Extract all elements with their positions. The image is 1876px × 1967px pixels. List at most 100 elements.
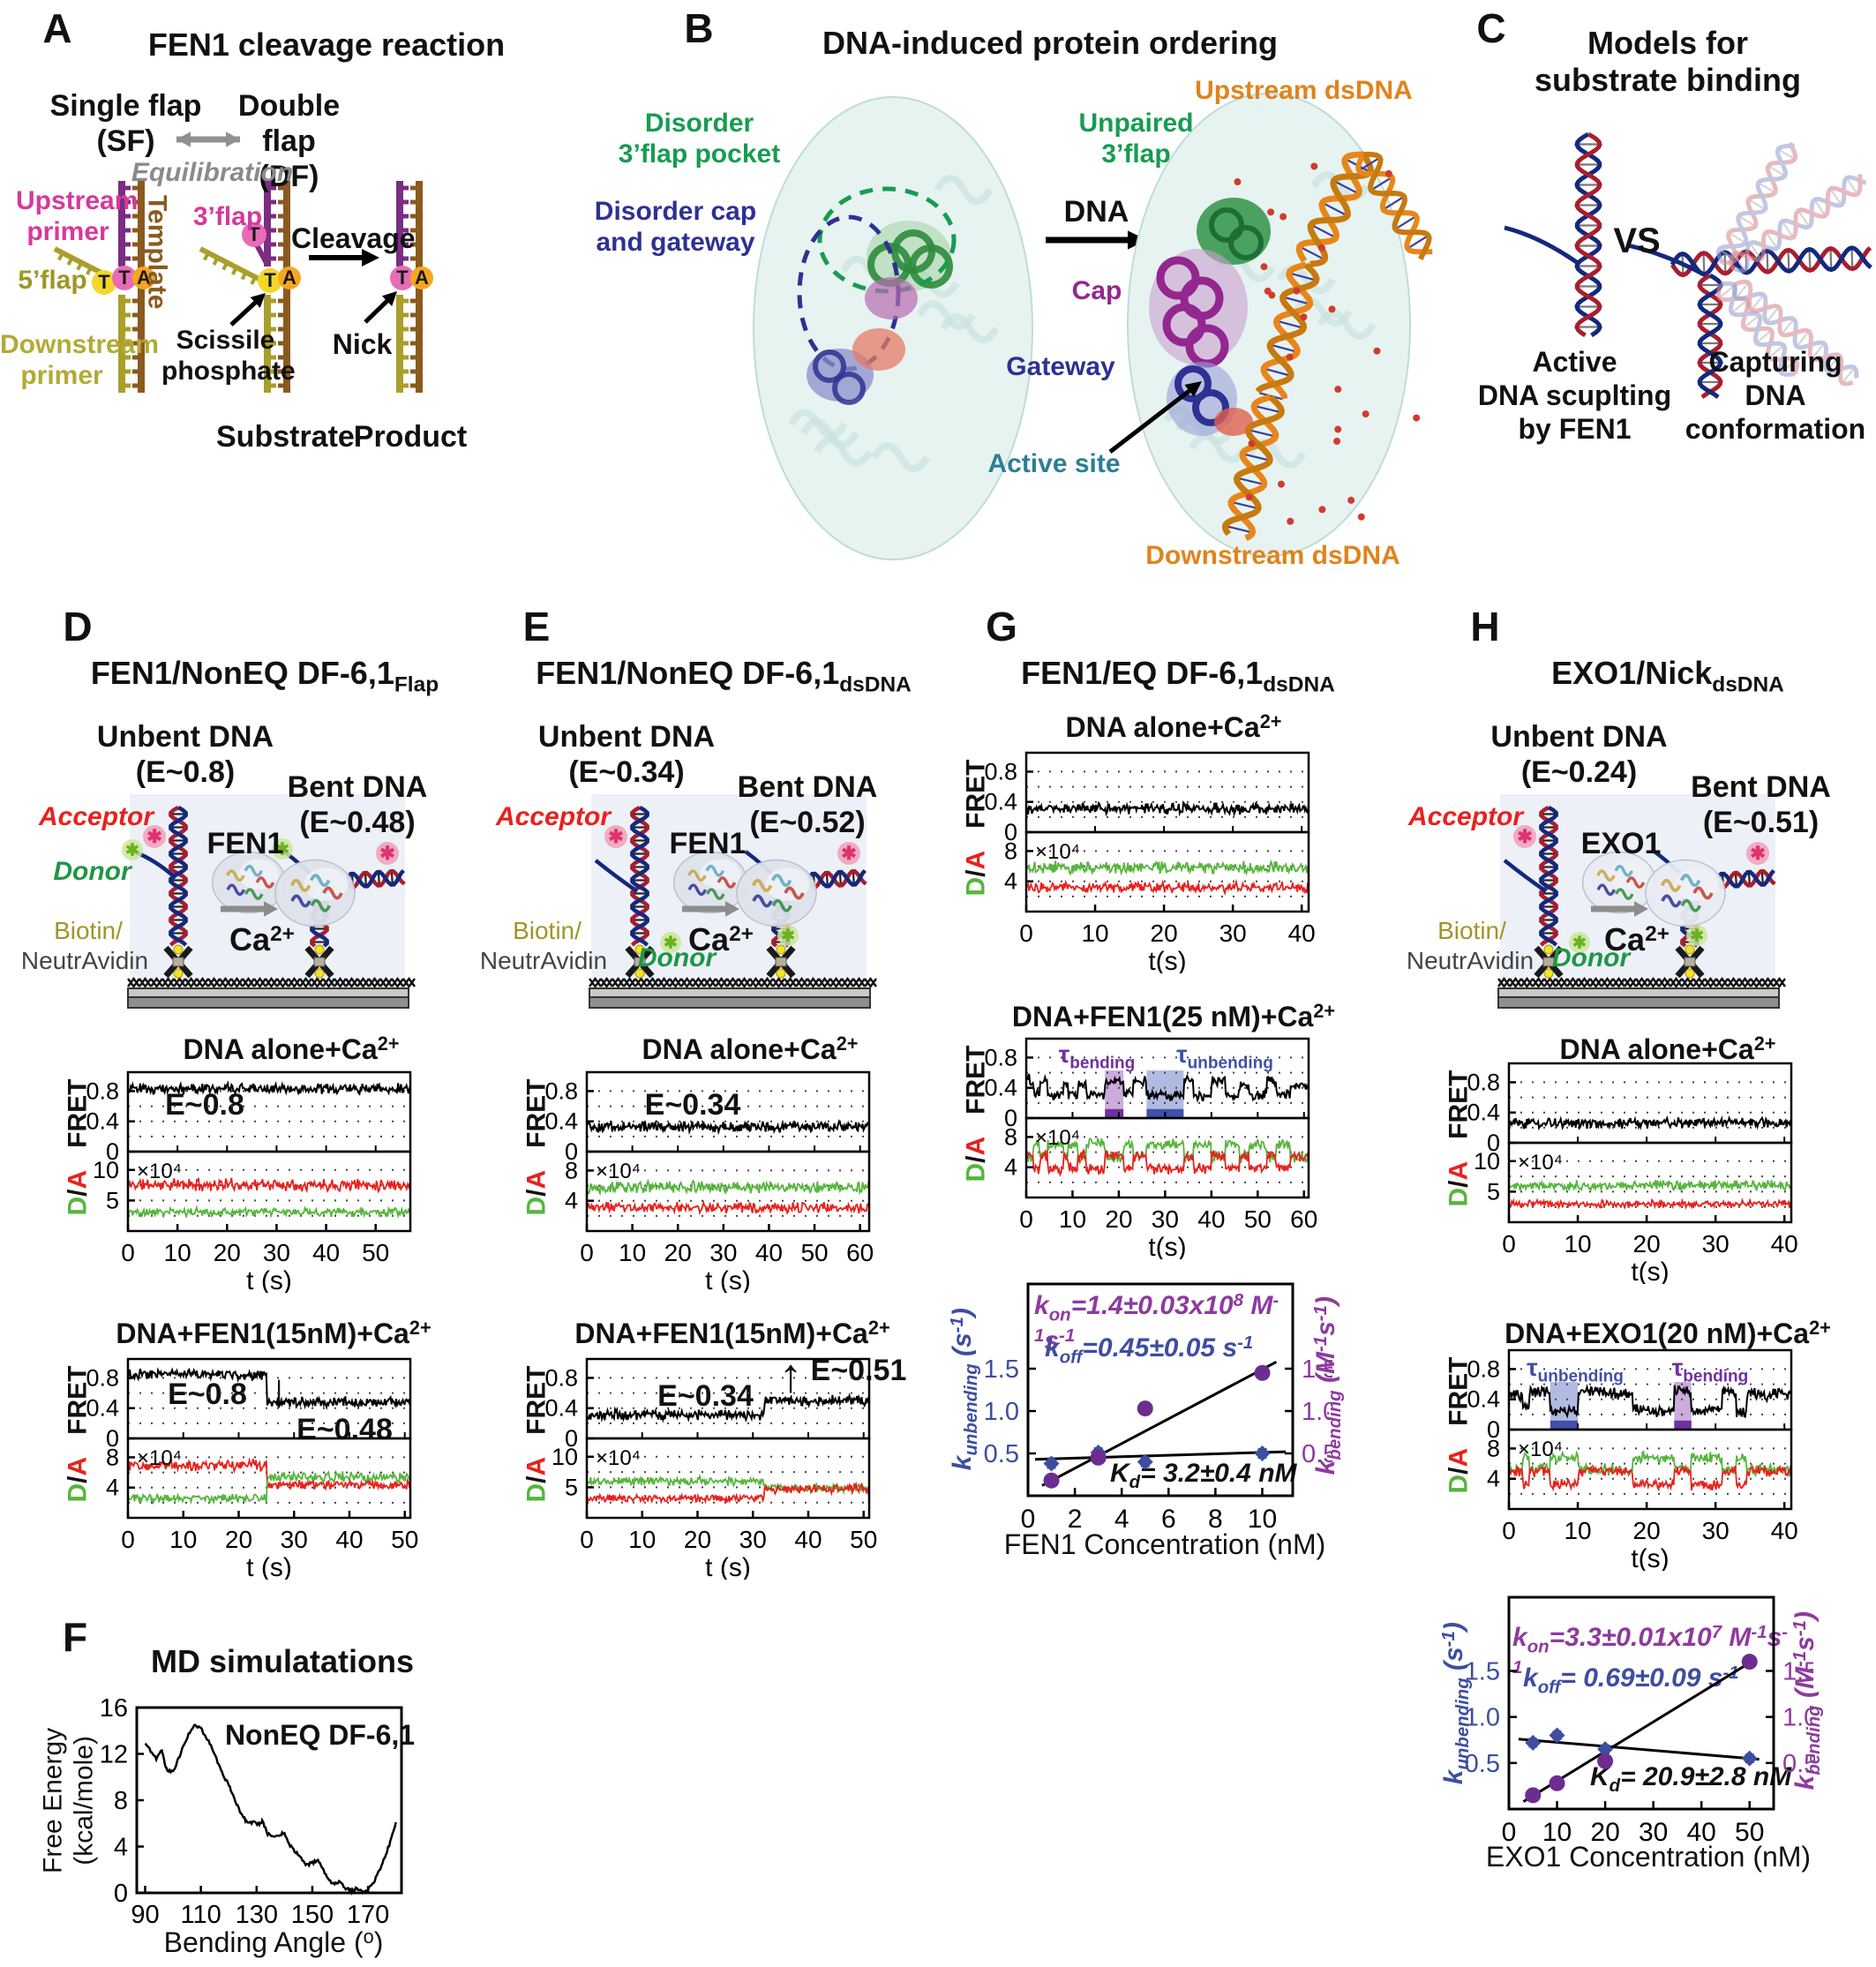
panel-e-enzyme-label: FEN1 [669, 827, 747, 860]
panel-e-label: E [522, 604, 551, 649]
five-flap-label: 5’flap [18, 266, 87, 295]
scissile-phosphate-label: Scissile phosphate [161, 326, 296, 387]
svg-text:4: 4 [106, 1475, 119, 1501]
svg-text:0.4: 0.4 [86, 1108, 119, 1135]
svg-text:4: 4 [565, 1188, 578, 1214]
panel-b-label: B [684, 5, 714, 51]
svg-text:0: 0 [1487, 1130, 1500, 1156]
panel-d-neutravidin-label: NeutrAvidin [20, 947, 149, 974]
svg-text:40: 40 [755, 1239, 783, 1266]
svg-text:0: 0 [114, 1880, 128, 1908]
panel-c-title: Models for substrate binding [1534, 25, 1801, 99]
svg-text:T: T [264, 269, 276, 291]
svg-text:0.8: 0.8 [1467, 1069, 1500, 1095]
svg-text:0: 0 [121, 1239, 135, 1266]
tau-bending-label-g: τbending [1058, 1040, 1136, 1073]
svg-text:0: 0 [1004, 819, 1017, 845]
svg-text:✱: ✱ [1690, 927, 1704, 946]
svg-text:t (s): t (s) [705, 1553, 751, 1580]
panel-h-biotin-label: Biotin/ [1437, 917, 1506, 944]
md-free-energy-plot: 16 12 8 4 090 110 130 150 170 [100, 1699, 403, 1928]
svg-text:0.4: 0.4 [1467, 1386, 1500, 1413]
vs-label: VS [1613, 221, 1661, 260]
svg-text:T: T [118, 267, 131, 289]
panel-e-trace2-title: DNA+FEN1(15nM)+Ca2+ [574, 1317, 890, 1349]
svg-text:30: 30 [1639, 1818, 1668, 1847]
svg-text:5: 5 [106, 1187, 119, 1213]
svg-text:10: 10 [552, 1444, 578, 1470]
panel-h-unbent-label: Unbent DNA (E~0.24) [1490, 720, 1668, 790]
svg-text:0: 0 [106, 1138, 119, 1165]
svg-text:✱: ✱ [125, 842, 139, 860]
active-site-label: Active site [987, 449, 1121, 478]
svg-text:10: 10 [1474, 1148, 1500, 1175]
cap-label: Cap [1071, 276, 1122, 305]
svg-text:12: 12 [100, 1741, 128, 1769]
svg-text:50: 50 [800, 1239, 828, 1266]
svg-text:0.8: 0.8 [544, 1077, 578, 1104]
panel-g-title: FEN1/EQ DF-6,1dsDNA [1021, 655, 1335, 697]
svg-text:×10⁴: ×10⁴ [596, 1160, 641, 1183]
svg-text:40: 40 [1288, 920, 1316, 947]
upstream-primer-label: Upstream primer [16, 186, 139, 247]
svg-text:4: 4 [1487, 1466, 1500, 1492]
svg-text:t(s): t(s) [1148, 947, 1186, 973]
svg-text:t(s): t(s) [1631, 1258, 1669, 1284]
panel-b-title: DNA-induced protein ordering [822, 25, 1278, 61]
panel-d-trace2-e2-annot: E~0.48 [296, 1413, 393, 1446]
panel-a-title: FEN1 cleavage reaction [147, 26, 506, 63]
panel-d-title: FEN1/NonEQ DF-6,1Flap [90, 655, 439, 697]
svg-text:0.5: 0.5 [1302, 1440, 1332, 1468]
svg-text:1.5: 1.5 [1782, 1657, 1813, 1685]
svg-text:30: 30 [1219, 920, 1247, 947]
svg-text:×10⁴: ×10⁴ [137, 1446, 182, 1470]
svg-text:0.5: 0.5 [1782, 1750, 1813, 1778]
exo1-concentration-axis: EXO1 Concentration (nM) [1485, 1841, 1812, 1873]
svg-text:8: 8 [1208, 1505, 1223, 1534]
template-label: Template [142, 194, 172, 310]
svg-text:50: 50 [1244, 1205, 1272, 1233]
panel-h-ca-label: Ca2+ [1604, 921, 1670, 957]
panel-d-unbent-label: Unbent DNA (E~0.8) [96, 720, 274, 790]
panel-e-acceptor-label: Acceptor [495, 802, 612, 831]
svg-text:0: 0 [1487, 1416, 1500, 1443]
panel-g-label: G [986, 604, 1017, 649]
svg-text:✱: ✱ [781, 927, 795, 946]
svg-text:110: 110 [181, 1901, 221, 1928]
svg-text:✱: ✱ [379, 844, 394, 864]
svg-text:50: 50 [1735, 1818, 1764, 1847]
panel-e-title: FEN1/NonEQ DF-6,1dsDNA [536, 655, 912, 697]
svg-text:×10⁴: ×10⁴ [596, 1446, 641, 1470]
svg-text:20: 20 [1590, 1818, 1619, 1847]
svg-text:0.4: 0.4 [86, 1395, 119, 1422]
panel-f-title: MD simulatations [150, 1643, 415, 1679]
kon-annotation-h: kon=3.3±0.01x107 M-1s-1 [1512, 1623, 1789, 1678]
svg-text:✱: ✱ [146, 827, 161, 847]
panel-e-donor-label: Donor [637, 943, 717, 972]
panel-d-donor-label: Donor [53, 857, 131, 886]
dna-arrow-label: DNA [1063, 195, 1129, 229]
svg-text:10: 10 [1081, 920, 1108, 947]
panel-h-neutravidin-label: NeutrAvidin [1406, 947, 1535, 974]
svg-text:90: 90 [131, 1901, 159, 1928]
svg-text:×10⁴: ×10⁴ [1518, 1438, 1563, 1461]
panel-h-acceptor-label: Acceptor [1407, 802, 1524, 831]
panel-d-biotin-label: Biotin/ [54, 917, 123, 944]
bending-angle-axis: Bending Angle (o) [163, 1926, 384, 1958]
svg-text:0.8: 0.8 [86, 1077, 119, 1104]
svg-text:40: 40 [1197, 1205, 1225, 1233]
panel-f-label: F [62, 1614, 88, 1660]
svg-text:0.4: 0.4 [544, 1395, 578, 1422]
svg-text:0: 0 [565, 1425, 578, 1452]
svg-text:✱: ✱ [1517, 827, 1532, 847]
svg-text:8: 8 [1004, 1123, 1017, 1150]
svg-text:0: 0 [565, 1138, 578, 1165]
svg-text:×10⁴: ×10⁴ [1035, 1126, 1080, 1150]
svg-text:10: 10 [628, 1526, 656, 1553]
fen1-titration-scatter: 0.5 0.5 1.0 1.0 1.5 1.5 0 2 4 6 8 10 [984, 1282, 1332, 1534]
